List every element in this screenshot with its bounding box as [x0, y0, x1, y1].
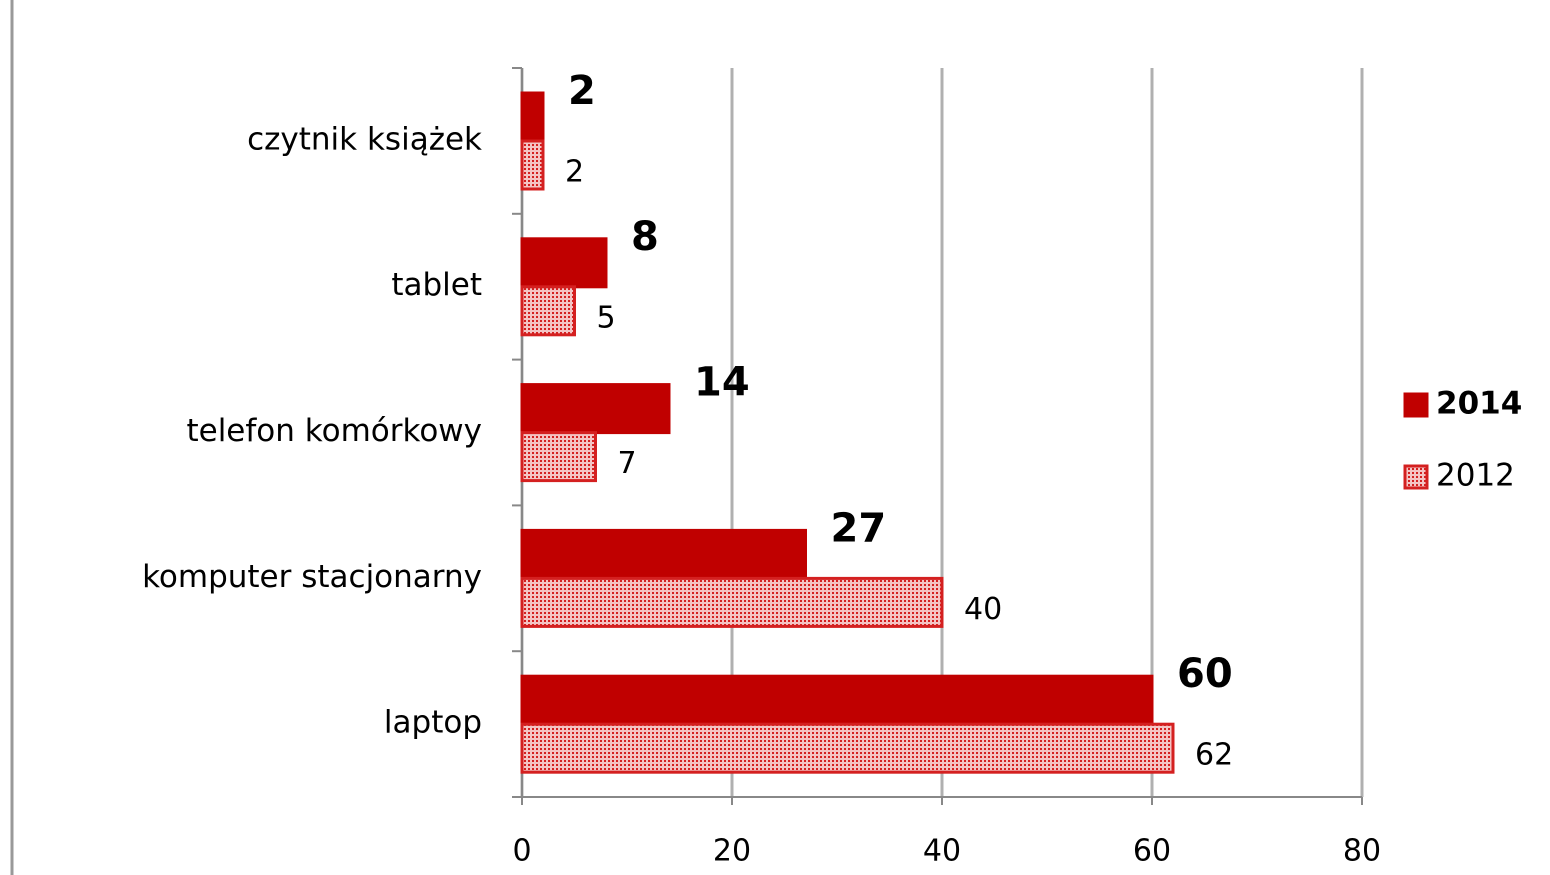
- bar: [520, 383, 671, 435]
- x-tick-label: 80: [1343, 834, 1381, 869]
- data-label: 27: [831, 505, 887, 551]
- x-tick-label: 40: [923, 834, 961, 869]
- data-label: 40: [964, 592, 1002, 627]
- bar: [520, 91, 545, 143]
- x-tick-label: 60: [1133, 834, 1171, 869]
- bar: [520, 528, 807, 580]
- bar: [520, 237, 608, 289]
- data-label: 8: [631, 214, 659, 260]
- x-tick-label: 20: [713, 834, 751, 869]
- data-label: 2: [565, 155, 584, 190]
- y-tick-label: telefon komórkowy: [186, 413, 482, 449]
- y-tick-label: komputer stacjonarny: [142, 559, 482, 595]
- x-tick-label: 0: [512, 834, 531, 869]
- bar: [520, 722, 1175, 774]
- bar: [520, 139, 545, 191]
- legend-swatch: [1403, 464, 1429, 490]
- bar: [520, 674, 1154, 726]
- data-label: 14: [694, 360, 750, 406]
- data-label: 62: [1195, 738, 1233, 773]
- data-label: 2: [568, 68, 596, 114]
- y-tick-label: tablet: [391, 267, 482, 303]
- bar: [520, 285, 576, 337]
- bar: [520, 576, 944, 628]
- y-tick-label: laptop: [384, 705, 482, 741]
- bar: [520, 431, 597, 483]
- legend-swatch: [1403, 392, 1429, 418]
- data-label: 60: [1177, 651, 1233, 697]
- legend-label: 2012: [1436, 458, 1515, 494]
- data-label: 5: [597, 300, 616, 335]
- data-label: 7: [618, 446, 637, 481]
- y-tick-label: czytnik książek: [247, 121, 482, 157]
- legend-label: 2014: [1436, 386, 1522, 422]
